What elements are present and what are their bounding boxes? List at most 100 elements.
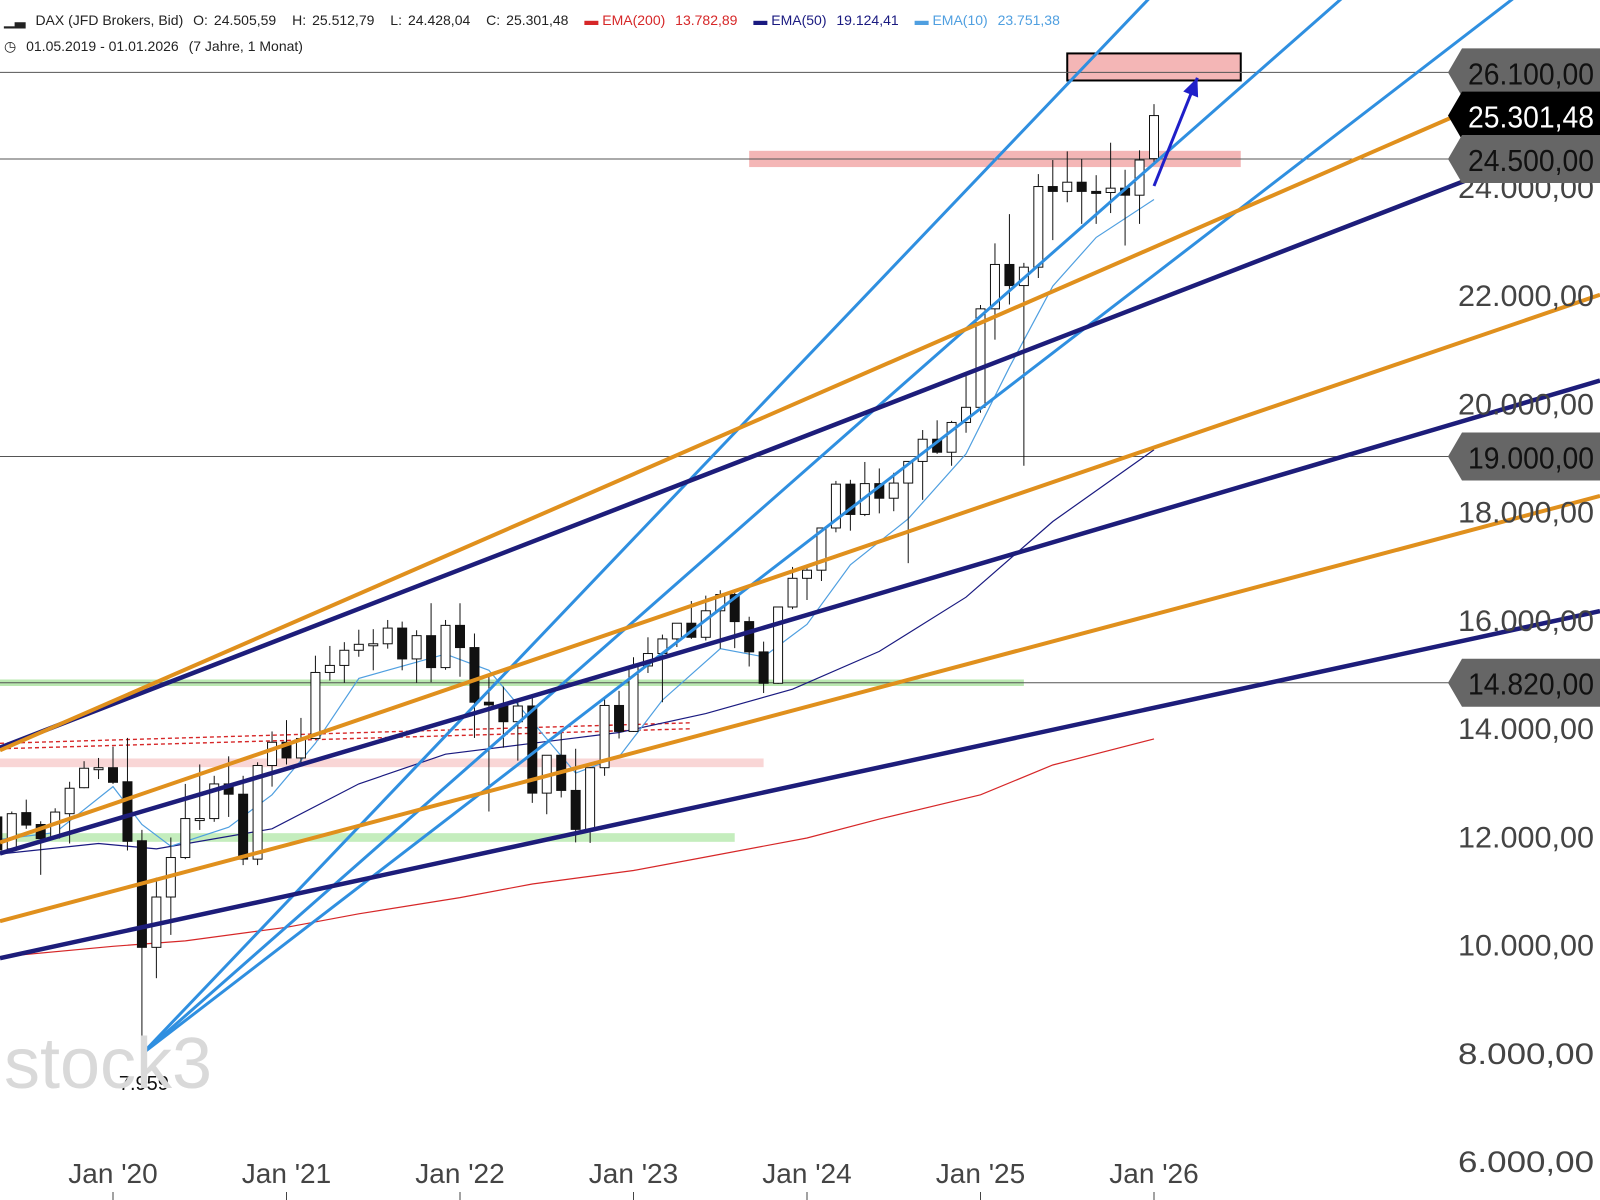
ohlc-high: H: 25.512,79 [292, 12, 375, 28]
trendline-orange-mid [0, 292, 1600, 845]
candle-2023-11 [773, 606, 784, 684]
trendline-lightblue-steep [140, 0, 1150, 1056]
price-tag-14820: 14.820,00 [1448, 658, 1600, 707]
candle-2023-03 [657, 634, 668, 703]
candle-2020-08 [209, 775, 220, 822]
candle-2025-04 [1018, 262, 1029, 466]
ema200-line [0, 738, 1155, 958]
ohlc-close: C: 25.301,48 [486, 12, 569, 28]
candle-2021-10 [411, 630, 422, 683]
trendline-orange-top [0, 50, 1600, 753]
candle-2024-07 [888, 472, 899, 512]
y-tick-label: 14.000,00 [1458, 713, 1594, 746]
candle-2022-03 [483, 676, 494, 812]
x-tick-label: Jan '20 [68, 1158, 157, 1189]
ema10-legend: ▬ EMA(10) 23.751,38 [914, 12, 1060, 28]
candle-2021-01 [281, 720, 292, 765]
clock-icon: ◷ [4, 38, 17, 54]
y-tick-label: 10.000,00 [1458, 930, 1594, 963]
ema50-line [0, 449, 1155, 855]
candle-2021-09 [397, 621, 408, 671]
candle-2024-05 [859, 461, 870, 517]
green-band-12000 [0, 833, 735, 842]
candle-2025-12 [1134, 150, 1145, 224]
candle-2025-08 [1076, 158, 1087, 224]
candle-2023-09 [744, 616, 755, 667]
trendline-navy-mid [0, 378, 1600, 856]
candle-2021-05 [339, 642, 350, 683]
x-tick-label: Jan '23 [589, 1158, 678, 1189]
legend-row-2: ◷ 01.05.2019 - 01.01.2026 (7 Jahre, 1 Mo… [4, 38, 309, 55]
candle-2024-10 [932, 420, 943, 454]
price-tag-25301.48: 25.301,48 [1448, 91, 1600, 140]
trendline-lightblue-low [141, 0, 1514, 1056]
svg-text:26.100,00: 26.100,00 [1468, 56, 1594, 91]
watermark-logo: stock3 [4, 1024, 212, 1104]
x-tick-label: Jan '25 [936, 1158, 1025, 1189]
candle-2024-01 [802, 564, 812, 600]
y-tick-label: 8.000,00 [1458, 1038, 1594, 1071]
horizontal-lines-layer [0, 71, 1450, 750]
candle-2021-08 [382, 619, 393, 649]
candle-2019-12 [93, 757, 104, 780]
candle-2022-01 [455, 603, 465, 677]
candle-2022-07 [541, 754, 552, 815]
x-tick-label: Jan '21 [242, 1158, 331, 1189]
candle-2024-08 [903, 460, 914, 564]
candle-2021-11 [426, 603, 437, 683]
ema200-legend: ▬ EMA(200) 13.782,89 [584, 12, 738, 28]
price-tags-layer: 26.100,00 25.301,48 24.500,00 19.000,00 14.8… [1448, 48, 1600, 707]
candle-2020-04 [151, 877, 162, 979]
svg-text:25.301,48: 25.301,48 [1468, 100, 1594, 135]
x-tick-label: Jan '24 [762, 1158, 851, 1189]
price-tag-26100: 26.100,00 [1448, 48, 1600, 97]
y-tick-label: 20.000,00 [1458, 388, 1594, 421]
candle-2021-04 [324, 645, 335, 681]
y-tick-label: 12.000,00 [1458, 821, 1594, 854]
date-range-detail: (7 Jahre, 1 Monat) [188, 38, 303, 54]
candle-2022-02 [469, 633, 480, 738]
candle-2019-11 [79, 761, 90, 789]
target-arrow [1152, 77, 1199, 187]
target-zone [1066, 52, 1242, 82]
symbol-label: DAX (JFD Brokers, Bid) [35, 12, 184, 28]
candle-2025-02 [989, 243, 1000, 340]
dashed-line-1 [0, 722, 692, 745]
candle-2021-06 [353, 629, 364, 657]
dashed-line-0 [0, 728, 692, 750]
candle-2020-10 [238, 775, 249, 866]
candle-2022-12 [614, 690, 625, 739]
axis-layer: 6.000,00 8.000,00 10.000,00 12.000,00 14.000… [68, 172, 1594, 1200]
svg-text:19.000,00: 19.000,00 [1468, 441, 1594, 476]
candle-2021-07 [368, 629, 379, 671]
candle-2021-12 [440, 619, 451, 670]
candle-2024-02 [816, 527, 827, 582]
ohlc-low: L: 24.428,04 [390, 12, 471, 28]
candle-2020-06 [180, 783, 191, 860]
candle-2019-06 [6, 811, 17, 851]
low-annotation: 7.959 [119, 1073, 169, 1095]
candle-2024-06 [874, 468, 885, 514]
candle-2024-03 [830, 480, 841, 533]
y-tick-label: 18.000,00 [1458, 497, 1594, 530]
chart-type-icon: ▁▃ [4, 12, 26, 28]
candle-2020-02 [122, 737, 133, 851]
svg-text:24.500,00: 24.500,00 [1468, 143, 1594, 178]
candle-2023-10 [758, 641, 769, 694]
candle-2022-05 [512, 702, 523, 761]
candle-2019-05 [0, 816, 3, 851]
candles-layer [0, 104, 1159, 1054]
candle-2022-09 [570, 748, 581, 843]
candle-2024-09 [917, 430, 928, 500]
candle-2020-12 [267, 731, 278, 787]
trendline-navy-bottom [0, 608, 1600, 961]
candle-2021-03 [310, 655, 321, 739]
legend-row-1: ▁▃ DAX (JFD Brokers, Bid) O: 24.505,59 H:… [4, 12, 1072, 29]
x-tick-label: Jan '26 [1109, 1158, 1198, 1189]
y-tick-label: 16.000,00 [1458, 605, 1594, 638]
svg-text:14.820,00: 14.820,00 [1468, 667, 1594, 702]
ohlc-open: O: 24.505,59 [193, 12, 277, 28]
candle-2020-01 [108, 746, 118, 784]
candle-2025-11 [1120, 169, 1131, 246]
